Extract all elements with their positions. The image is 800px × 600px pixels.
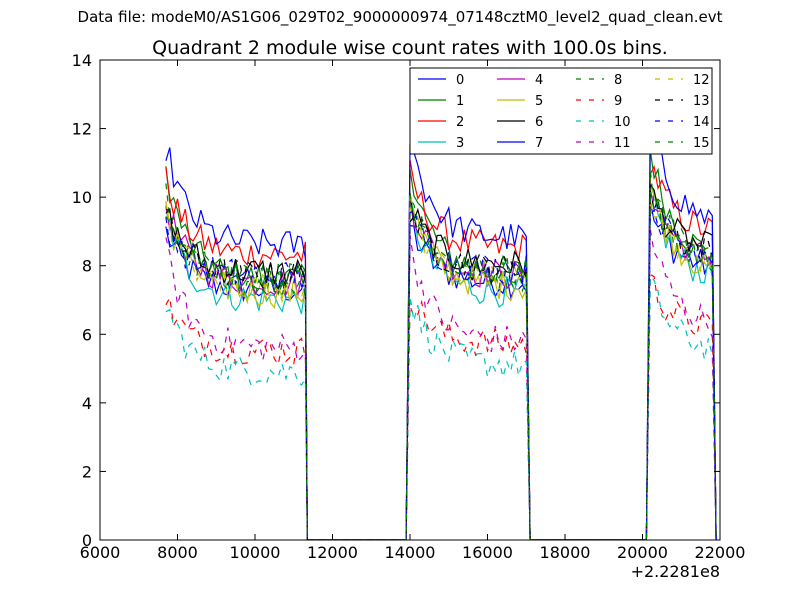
series-line-6 (165, 182, 717, 540)
series-line-7 (165, 116, 717, 540)
series-line-13 (165, 190, 717, 540)
legend-label: 2 (456, 115, 464, 130)
x-tick-label: 12000 (307, 543, 358, 562)
series-line-11 (165, 229, 717, 540)
series-line-10 (165, 274, 717, 540)
y-tick-label: 12 (72, 120, 92, 139)
series-line-3 (165, 183, 717, 540)
y-tick-label: 8 (82, 257, 92, 276)
series-line-15 (165, 191, 717, 540)
y-tick-label: 0 (82, 531, 92, 550)
plot-area (165, 116, 717, 540)
series-line-9 (165, 273, 717, 540)
x-tick-label: 18000 (540, 543, 591, 562)
legend-label: 9 (614, 94, 622, 109)
y-tick-label: 4 (82, 394, 92, 413)
series-line-5 (165, 184, 717, 540)
legend-label: 8 (614, 73, 622, 88)
legend-label: 4 (535, 73, 543, 88)
series-line-2 (165, 159, 717, 540)
legend-label: 0 (456, 73, 464, 88)
x-tick-label: 14000 (385, 543, 436, 562)
legend-label: 10 (614, 115, 631, 130)
series-line-4 (165, 189, 717, 540)
series-line-12 (165, 193, 717, 540)
legend-label: 3 (456, 136, 464, 151)
x-tick-label: 16000 (462, 543, 513, 562)
x-tick-label: 10000 (230, 543, 281, 562)
chart-title: Quadrant 2 module wise count rates with … (152, 37, 668, 59)
legend-label: 6 (535, 115, 543, 130)
legend-box (409, 67, 713, 155)
x-tick-label: 22000 (695, 543, 746, 562)
series-line-8 (165, 170, 717, 540)
y-tick-label: 14 (72, 51, 92, 70)
legend-label: 1 (456, 94, 464, 109)
legend-label: 14 (693, 115, 710, 130)
series-line-0 (165, 201, 717, 540)
y-tick-label: 10 (72, 188, 92, 207)
y-tick-label: 2 (82, 462, 92, 481)
legend-label: 5 (535, 94, 543, 109)
legend-label: 12 (693, 73, 710, 88)
y-tick-label: 6 (82, 325, 92, 344)
data-file-title: Data file: modeM0/AS1G06_029T02_90000009… (77, 8, 723, 26)
legend-label: 15 (693, 136, 710, 151)
legend-label: 13 (693, 94, 710, 109)
legend-label: 11 (614, 136, 631, 151)
x-tick-label: 20000 (617, 543, 668, 562)
legend-label: 7 (535, 136, 543, 151)
series-line-1 (165, 149, 717, 540)
x-tick-label: 8000 (157, 543, 198, 562)
x-tick-label: 6000 (80, 543, 121, 562)
x-offset-label: +2.2281e8 (631, 562, 720, 581)
